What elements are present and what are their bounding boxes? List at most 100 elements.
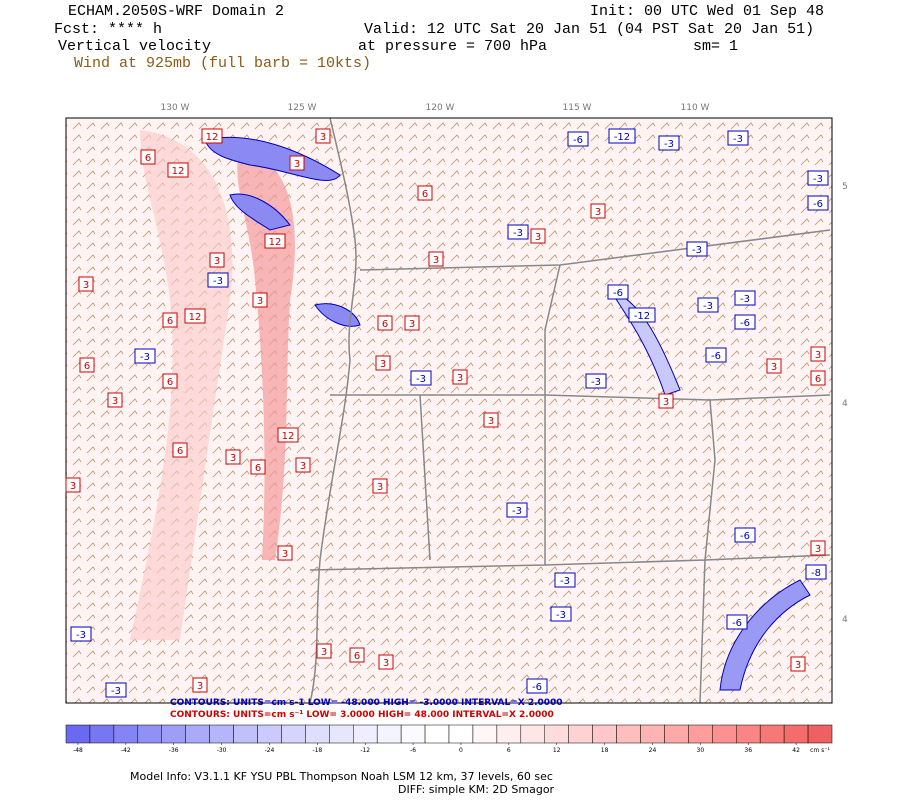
contour-label-box [78, 276, 94, 292]
contour-label: 3 [377, 482, 383, 493]
forecast: Fcst: **** h [54, 21, 162, 38]
contour-label-box [140, 149, 156, 165]
colorbar-swatch [736, 724, 761, 744]
contour-label-box [526, 678, 548, 694]
contour-label-box [70, 626, 92, 642]
contour-label: 6 [815, 374, 821, 385]
contour-label-box [225, 449, 241, 465]
contour-label: -3 [513, 228, 523, 239]
map-frame [65, 117, 833, 704]
contour-label-box [192, 677, 208, 693]
contour-label: -3 [213, 276, 223, 287]
latitude-label: 5 [842, 182, 848, 192]
colorbar-swatch [759, 724, 785, 744]
contour-label: 6 [167, 316, 173, 327]
colorbar-swatch [472, 724, 498, 744]
map [65, 117, 833, 704]
colorbar-tick-label: -18 [312, 747, 322, 754]
colorbar-tick-label: -36 [169, 747, 179, 754]
contour-label: -3 [813, 174, 823, 185]
contour-label-box [628, 307, 656, 323]
contour-label-box [686, 241, 708, 257]
contour-label-box [372, 478, 388, 494]
contour-label-box [506, 502, 528, 518]
contour-label: -3 [556, 610, 566, 621]
contour-label: -3 [140, 352, 150, 363]
contour-label: 3 [320, 132, 326, 143]
contour-label: 6 [255, 463, 261, 474]
contour-label-box [483, 412, 499, 428]
contour-label: 6 [422, 189, 428, 200]
contour-label-box [734, 314, 756, 330]
colorbar-swatch [688, 724, 713, 744]
contour-info-positive: CONTOURS: UNITS=cm s⁻¹ LOW= 3.0000 HIGH=… [170, 710, 554, 720]
contour-label-box [105, 682, 127, 698]
contour-label-box [209, 252, 225, 268]
colorbar-tick-label: 30 [697, 747, 705, 754]
downdraft [229, 193, 291, 231]
contour-label: 3 [383, 658, 389, 669]
contour-label: -8 [811, 568, 821, 579]
colorbar-swatch [137, 724, 162, 744]
wind-note: Wind at 925mb (full barb = 10kts) [74, 55, 371, 72]
contour-label: -6 [740, 531, 750, 542]
colorbar-swatch [89, 724, 115, 744]
colorbar-swatch [281, 724, 306, 744]
colorbar-swatch [544, 724, 569, 744]
updraft-band [237, 150, 295, 560]
contour-label: 3 [230, 453, 236, 464]
colorbar-swatch [185, 724, 210, 744]
downdraft [314, 303, 361, 327]
contour-label-box [375, 355, 391, 371]
colorbar-swatch [113, 724, 139, 744]
colorbar-tick-label: -42 [121, 747, 131, 754]
colorbar-swatch [257, 724, 282, 744]
colorbar-swatch [712, 724, 737, 744]
contour-label: -3 [664, 139, 674, 150]
colorbar-swatch [807, 724, 833, 744]
colorbar-tick-label: 36 [744, 747, 752, 754]
downdraft [719, 579, 811, 691]
contour-label: 3 [457, 373, 463, 384]
colorbar-swatch [640, 724, 665, 744]
contour-label: 6 [84, 361, 90, 372]
contour-label: 3 [214, 256, 220, 267]
valid-time: Valid: 12 UTC Sat 20 Jan 51 (04 PST Sat … [364, 21, 814, 38]
contour-label: -3 [416, 374, 426, 385]
contour-label-box [417, 185, 433, 201]
colorbar-swatch [424, 724, 450, 744]
contour-label: -12 [634, 311, 650, 322]
contour-label-box [608, 128, 636, 144]
contour-label: 3 [294, 159, 300, 170]
contour-label: -3 [512, 506, 522, 517]
contour-label: -6 [813, 199, 823, 210]
contour-label-box [658, 135, 680, 151]
contour-label-box [734, 527, 756, 543]
contour-label-box [567, 131, 589, 147]
colorbar-tick-label: 6 [507, 747, 511, 754]
model-diff: DIFF: simple KM: 2D Smagor [398, 783, 555, 796]
contour-label-box [726, 614, 748, 630]
contour-label: 3 [197, 681, 203, 692]
contour-label-box [807, 195, 829, 211]
contour-label: -3 [76, 630, 86, 641]
colorbar-swatch [329, 724, 354, 744]
contour-label: 3 [83, 280, 89, 291]
colorbar-swatch [209, 724, 234, 744]
contour-label-box [734, 290, 756, 306]
contour-label: 3 [282, 549, 288, 560]
contour-label: -6 [613, 288, 623, 299]
colorbar-swatch [233, 724, 258, 744]
contour-label-box [507, 224, 529, 240]
contour-label-box [162, 312, 178, 328]
colorbar-swatch [305, 724, 330, 744]
pressure-level: at pressure = 700 hPa [358, 38, 547, 55]
contour-label-box [452, 369, 468, 385]
contour-label: -6 [732, 618, 742, 629]
contour-label: 6 [177, 446, 183, 457]
longitude-label: 120 W [426, 103, 455, 113]
latitude-label: 4 [842, 399, 848, 409]
contour-label: 6 [382, 319, 388, 330]
contour-label-box [349, 647, 365, 663]
contour-label-box [607, 284, 629, 300]
